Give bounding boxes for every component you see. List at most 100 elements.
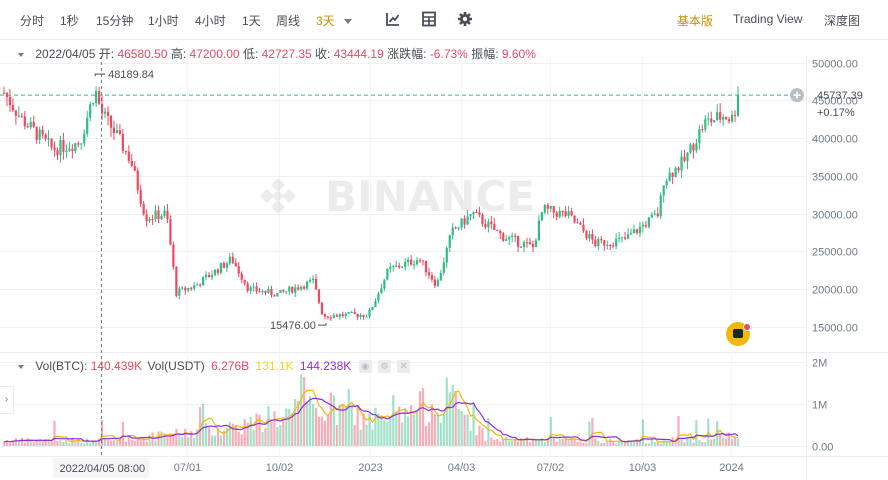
- candle: [558, 206, 561, 219]
- candle: [47, 130, 50, 147]
- indicator-icon[interactable]: [385, 11, 401, 27]
- settings-icon[interactable]: [457, 11, 473, 27]
- chart-toolbar: 分时 1秒 15分钟 1小时 4小时 1天 周线 3天 基本版 Trading …: [0, 0, 888, 40]
- candle: [502, 231, 505, 242]
- layout-icon[interactable]: [421, 11, 437, 27]
- view-trading-view[interactable]: Trading View: [733, 12, 803, 26]
- interval-1s[interactable]: 1秒: [60, 14, 79, 28]
- settings-icon[interactable]: ⚙: [377, 360, 391, 374]
- candle: [567, 205, 570, 219]
- candle: [89, 101, 92, 122]
- view-basic[interactable]: 基本版: [677, 14, 714, 28]
- volume-bar: [252, 429, 255, 446]
- interval-3d-selected[interactable]: 3天: [316, 12, 353, 29]
- chevron-down-icon[interactable]: [18, 364, 24, 369]
- volume-bar: [225, 427, 228, 446]
- volume-bar: [460, 410, 463, 446]
- candle: [668, 167, 671, 182]
- candle: [665, 178, 668, 189]
- volume-bar: [160, 431, 163, 446]
- candle: [439, 270, 442, 281]
- candle: [594, 235, 597, 248]
- view-depth[interactable]: 深度图: [824, 14, 861, 28]
- candle: [585, 229, 588, 241]
- candle: [320, 302, 324, 315]
- volume-bar: [202, 403, 205, 446]
- volume-bar: [615, 443, 618, 446]
- candle: [100, 94, 104, 121]
- volume-bar: [725, 438, 728, 446]
- candle: [95, 86, 98, 107]
- volume-bar: [65, 439, 68, 446]
- close-value: 43444.19: [333, 47, 384, 61]
- candle: [522, 240, 526, 253]
- volume-bar: [8, 443, 12, 446]
- interval-weekly[interactable]: 周线: [276, 14, 301, 28]
- candle: [389, 262, 392, 273]
- price-chart[interactable]: BINANCE 50000.00 45000.00 40000.00 35000.00…: [0, 40, 888, 480]
- ohlc-date: 2022/04/05: [35, 47, 96, 61]
- volume-bar: [516, 441, 520, 446]
- volume-bar: [621, 441, 624, 446]
- volume-bar: [124, 441, 127, 446]
- volume-bar: [591, 418, 594, 446]
- candle: [656, 207, 659, 218]
- assistant-button[interactable]: [726, 322, 751, 346]
- amplitude-label: 振幅:: [471, 47, 499, 61]
- volume-bar: [404, 408, 407, 446]
- chevron-down-icon[interactable]: [18, 52, 24, 57]
- candle: [618, 231, 621, 243]
- candle: [395, 260, 398, 268]
- price-tick-label: 50000.00: [812, 59, 858, 71]
- volume-bar: [472, 403, 475, 446]
- candle: [264, 290, 267, 296]
- interval-1h[interactable]: 1小时: [148, 14, 179, 28]
- candle: [77, 141, 80, 148]
- candle: [210, 270, 214, 281]
- candle: [154, 204, 157, 222]
- volume-bar: [237, 431, 240, 446]
- volume-bar: [374, 407, 377, 446]
- candle: [294, 283, 297, 298]
- candle: [511, 232, 514, 243]
- volume-bar: [439, 422, 442, 446]
- candle: [707, 112, 710, 126]
- volume-bar: [618, 441, 621, 446]
- volume-bar: [14, 438, 17, 446]
- price-tick-label: 15000.00: [812, 323, 858, 335]
- candle: [650, 211, 653, 218]
- candle: [638, 221, 642, 238]
- candle: [17, 106, 20, 118]
- volume-bar: [359, 429, 362, 446]
- volume-bar: [389, 416, 392, 446]
- volume-bar: [285, 408, 288, 446]
- time-tick-label: 07/02: [537, 462, 565, 474]
- volume-bar: [665, 441, 668, 446]
- candle: [606, 240, 609, 250]
- amplitude-value: 9.60%: [501, 47, 536, 61]
- interval-1d[interactable]: 1天: [242, 14, 261, 28]
- interval-15m[interactable]: 15分钟: [96, 14, 134, 28]
- volume-bar: [326, 415, 330, 446]
- volume-bar: [26, 438, 29, 446]
- candle: [689, 142, 692, 155]
- interval-time-sharing[interactable]: 分时: [20, 14, 45, 28]
- interval-4h[interactable]: 4小时: [195, 14, 226, 28]
- candle: [615, 233, 618, 250]
- price-tick-label: 35000.00: [812, 172, 858, 184]
- volume-bar: [421, 388, 425, 446]
- close-label: 收:: [315, 47, 331, 61]
- candle: [484, 219, 487, 230]
- volume-bar: [53, 421, 56, 446]
- price-tick-label: 45000.00: [812, 96, 858, 108]
- sidebar-expand-handle[interactable]: ›: [0, 386, 14, 414]
- close-icon[interactable]: ✕: [397, 360, 411, 374]
- candle: [112, 120, 116, 141]
- volume-bar: [736, 438, 740, 446]
- candle: [727, 116, 731, 124]
- candle: [231, 252, 234, 265]
- volume-bar: [356, 407, 359, 446]
- eye-icon[interactable]: ◉: [358, 360, 372, 374]
- candle: [621, 237, 624, 243]
- volume-bar: [335, 424, 338, 446]
